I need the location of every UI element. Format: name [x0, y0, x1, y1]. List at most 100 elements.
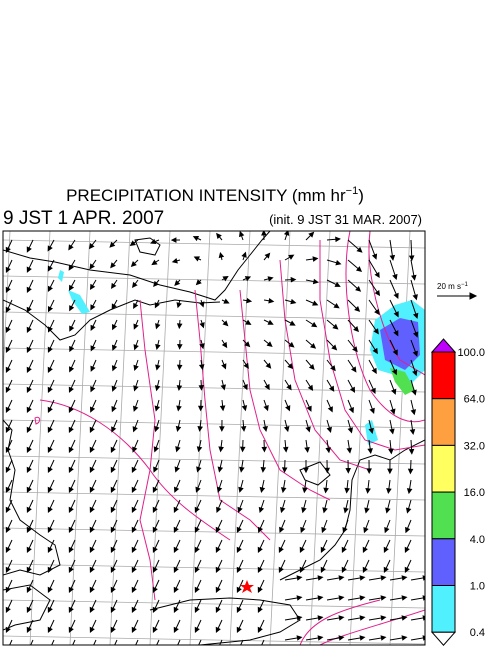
wind-arrow [199, 319, 205, 329]
wind-arrow [68, 279, 76, 292]
wind-arrow [389, 379, 397, 395]
wind-arrow [173, 539, 181, 554]
colorbar-label: 0.4 [470, 627, 485, 639]
wind-arrow [132, 419, 139, 433]
colorbar-segment [431, 538, 456, 586]
wind-arrow [47, 459, 55, 474]
wind-arrow [305, 231, 315, 241]
wind-arrow [111, 319, 118, 331]
wind-arrow [216, 232, 223, 241]
wind-arrow [284, 298, 297, 305]
wind-arrow [321, 519, 328, 534]
wind-arrow [130, 259, 139, 267]
wind-arrow [152, 539, 160, 554]
wind-arrow [242, 379, 248, 391]
wind-arrow [26, 239, 34, 253]
colorbar-segment [431, 491, 456, 540]
wind-arrow [69, 319, 76, 332]
wind-scale-label: 20 m s−1 [437, 282, 469, 291]
wind-arrow [26, 559, 34, 574]
wind-arrow [151, 259, 160, 266]
wind-arrow [51, 639, 55, 645]
wind-arrow [342, 519, 349, 534]
wind-arrow [110, 279, 118, 290]
wind-arrow [221, 276, 229, 282]
wind-arrow [259, 479, 266, 493]
wind-arrow [362, 539, 370, 554]
wind-arrow [5, 239, 13, 254]
wind-arrow [326, 575, 345, 581]
wind-arrow [410, 259, 417, 281]
wind-arrow [326, 259, 342, 266]
wind-arrow [26, 479, 34, 494]
wind-arrow [305, 256, 319, 262]
wind-arrow [153, 439, 160, 453]
wind-arrow [194, 499, 202, 514]
wind-arrow [5, 399, 13, 414]
colorbar-label: 64.0 [464, 394, 485, 406]
map-title: PRECIPITATION INTENSITY (mm hr−1) [66, 185, 364, 205]
wind-arrow [5, 599, 13, 614]
wind-arrow [133, 339, 139, 351]
wind-arrow [68, 379, 76, 393]
wind-arrow [236, 519, 244, 534]
wind-arrow [5, 619, 13, 634]
wind-arrow [26, 599, 34, 614]
wind-arrow [240, 419, 247, 432]
wind-arrow [284, 276, 297, 283]
wind-arrow [320, 559, 328, 574]
wind-arrow [347, 319, 359, 333]
wind-arrow [111, 399, 118, 413]
wind-arrow [194, 599, 202, 614]
wind-arrow [389, 575, 408, 581]
wind-arrow [175, 439, 181, 453]
wind-arrow [242, 339, 251, 348]
wind-arrow [111, 359, 118, 372]
colorbar-segment [431, 351, 456, 400]
wind-arrow [368, 575, 387, 581]
wind-arrow [242, 359, 249, 369]
pressure-contours [34, 231, 425, 645]
wind-arrow [133, 319, 139, 330]
wind-arrow [89, 439, 97, 454]
wind-arrow [283, 231, 290, 241]
wind-arrow [409, 419, 416, 435]
wind-arrow [110, 619, 118, 634]
wind-arrow [284, 379, 292, 391]
wind-arrow [5, 579, 13, 594]
map [3, 231, 425, 645]
wind-arrow [320, 539, 328, 554]
wind-arrow [219, 419, 225, 432]
wind-arrow [89, 279, 97, 291]
wind-arrow [410, 339, 418, 357]
colorbar-label: 32.0 [464, 440, 485, 452]
wind-arrow [242, 297, 253, 304]
wind-arrow [150, 238, 160, 245]
wind-arrow [47, 339, 55, 353]
title-sup: −1 [346, 185, 359, 197]
wind-arrow [368, 399, 375, 414]
wind-arrow [176, 359, 183, 371]
wind-arrow [5, 519, 13, 534]
wind-arrow [284, 319, 296, 326]
wind-arrow [93, 639, 97, 645]
map-frame [2, 230, 426, 646]
grid-line [389, 231, 411, 645]
wind-arrow [257, 539, 265, 554]
wind-arrow [109, 239, 118, 248]
wind-arrow [69, 299, 76, 312]
wind-arrow [68, 239, 76, 251]
wind-arrow [326, 595, 345, 601]
wind-arrow [263, 319, 274, 325]
wind-arrow [241, 399, 248, 412]
wind-vectors [5, 231, 425, 645]
wind-arrow [68, 439, 76, 454]
wind-arrow [47, 519, 55, 534]
wind-arrow [110, 499, 118, 514]
wind-arrow [110, 479, 118, 494]
wind-arrow [305, 575, 324, 581]
grid-line [3, 275, 425, 285]
wind-arrow [110, 439, 118, 454]
wind-arrow [236, 579, 244, 594]
wind-arrow [257, 519, 265, 534]
